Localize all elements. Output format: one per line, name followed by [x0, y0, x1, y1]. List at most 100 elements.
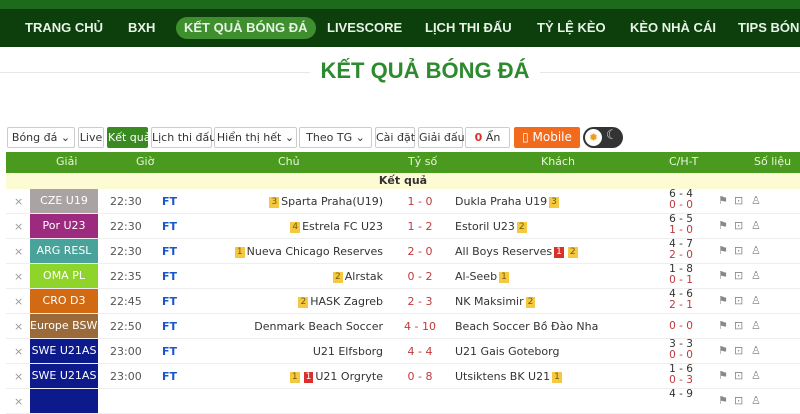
away-team[interactable]: Utsiktens BK U21 1 — [455, 370, 562, 383]
shirt-icon[interactable]: ♙ — [751, 219, 761, 232]
league-filter-button[interactable]: Giải đấu — [418, 127, 465, 148]
chart-icon[interactable]: ⊡ — [734, 244, 744, 257]
chart-icon[interactable]: ⊡ — [734, 194, 744, 207]
close-icon[interactable]: × — [14, 295, 24, 308]
nav-bookmakers[interactable]: KÈO NHÀ CÁI — [630, 20, 716, 35]
nav-schedule[interactable]: LỊCH THI ĐẤU — [425, 20, 512, 35]
table-row[interactable]: × CZE U19 22:30 FT 3 Sparta Praha(U19) 1 … — [6, 189, 800, 214]
chart-icon[interactable]: ⊡ — [734, 294, 744, 307]
flag-icon[interactable]: ⚑ — [718, 269, 728, 282]
chart-icon[interactable]: ⊡ — [734, 369, 744, 382]
score[interactable]: 1 - 0 — [407, 195, 433, 208]
flag-icon[interactable]: ⚑ — [718, 219, 728, 232]
close-icon[interactable]: × — [14, 195, 24, 208]
sort-select[interactable]: Theo TG ⌄ — [299, 127, 372, 148]
nav-tips[interactable]: TIPS BÓNG — [738, 20, 800, 35]
home-team[interactable]: U21 Elfsborg — [312, 345, 383, 358]
table-row[interactable]: × SWE U21AS 23:00 FT U21 Elfsborg 4 - 4 … — [6, 339, 800, 364]
home-team[interactable]: 3 Sparta Praha(U19) — [269, 195, 383, 208]
score[interactable]: 4 - 4 — [407, 345, 433, 358]
shirt-icon[interactable]: ♙ — [751, 244, 761, 257]
home-team[interactable]: 1 1 U21 Orgryte — [289, 370, 383, 383]
home-team[interactable]: 4 Estrela FC U23 — [290, 220, 383, 233]
show-select[interactable]: Hiển thị hết ⌄ — [214, 127, 297, 148]
table-row[interactable]: × 4 - 9 ⚑ ⊡ ♙ — [6, 389, 800, 414]
shirt-icon[interactable]: ♙ — [751, 394, 761, 407]
home-team[interactable]: 1 Nueva Chicago Reserves — [234, 245, 383, 258]
close-icon[interactable]: × — [14, 320, 24, 333]
table-row[interactable]: × CRO D3 22:45 FT 2 HASK Zagreb 2 - 3 NK … — [6, 289, 800, 314]
sport-select[interactable]: Bóng đá ⌄ — [7, 127, 75, 148]
league-badge[interactable]: OMA PL — [30, 264, 98, 288]
nav-home[interactable]: TRANG CHỦ — [25, 20, 103, 35]
flag-icon[interactable]: ⚑ — [718, 244, 728, 257]
shirt-icon[interactable]: ♙ — [751, 344, 761, 357]
shirt-icon[interactable]: ♙ — [751, 319, 761, 332]
away-team[interactable]: Al-Seeb 1 — [455, 270, 509, 283]
table-row[interactable]: × Por U23 22:30 FT 4 Estrela FC U23 1 - 2… — [6, 214, 800, 239]
flag-icon[interactable]: ⚑ — [718, 369, 728, 382]
chart-icon[interactable]: ⊡ — [734, 219, 744, 232]
home-team[interactable]: 2 Alrstak — [333, 270, 383, 283]
shirt-icon[interactable]: ♙ — [751, 269, 761, 282]
close-icon[interactable]: × — [14, 345, 24, 358]
close-icon[interactable]: × — [14, 245, 24, 258]
flag-icon[interactable]: ⚑ — [718, 344, 728, 357]
away-team[interactable]: All Boys Reserves 1 2 — [455, 245, 578, 258]
results-button[interactable]: Kết quả — [107, 127, 151, 148]
league-badge[interactable]: Por U23 — [30, 214, 98, 238]
score[interactable]: 1 - 2 — [407, 220, 433, 233]
hidden-button[interactable]: 0 Ẩn — [465, 127, 510, 148]
shirt-icon[interactable]: ♙ — [751, 369, 761, 382]
chart-icon[interactable]: ⊡ — [734, 319, 744, 332]
home-team[interactable]: 2 HASK Zagreb — [298, 295, 383, 308]
live-button[interactable]: Live — [78, 127, 104, 148]
nav-livescore[interactable]: LIVESCORE — [327, 20, 403, 35]
flag-icon[interactable]: ⚑ — [718, 319, 728, 332]
close-icon[interactable]: × — [14, 370, 24, 383]
league-badge[interactable]: CRO D3 — [30, 289, 98, 313]
score[interactable]: 4 - 10 — [404, 320, 436, 333]
away-team[interactable]: NK Maksimir 2 — [455, 295, 536, 308]
table-row[interactable]: × OMA PL 22:35 FT 2 Alrstak 0 - 2 Al-Seeb… — [6, 264, 800, 289]
away-team[interactable]: U21 Gais Goteborg — [455, 345, 560, 358]
score[interactable]: 0 - 8 — [407, 370, 433, 383]
nav-standings[interactable]: BXH — [128, 20, 156, 35]
settings-button[interactable]: Cài đặt — [375, 127, 415, 148]
table-row[interactable]: × ARG RESL 22:30 FT 1 Nueva Chicago Reser… — [6, 239, 800, 264]
nav-odds[interactable]: TỶ LỆ KÈO — [537, 20, 606, 35]
flag-icon[interactable]: ⚑ — [718, 194, 728, 207]
score[interactable]: 2 - 0 — [407, 245, 433, 258]
yellow-card-badge: 4 — [290, 222, 301, 233]
table-row[interactable]: × Europe BSWCP 22:50 FT Denmark Beach So… — [6, 314, 800, 339]
away-team[interactable]: Beach Soccer Bồ Đào Nha — [455, 320, 599, 333]
table-row[interactable]: × SWE U21AS 23:00 FT 1 1 U21 Orgryte 0 - 8… — [6, 364, 800, 389]
chart-icon[interactable]: ⊡ — [734, 344, 744, 357]
close-icon[interactable]: × — [14, 395, 24, 408]
shirt-icon[interactable]: ♙ — [751, 194, 761, 207]
schedule-button[interactable]: Lịch thi đấu — [151, 127, 216, 148]
match-status: FT — [162, 220, 178, 233]
away-team[interactable]: Dukla Praha U19 3 — [455, 195, 559, 208]
home-team[interactable]: Denmark Beach Soccer — [254, 320, 383, 333]
chart-icon[interactable]: ⊡ — [734, 394, 744, 407]
close-icon[interactable]: × — [14, 270, 24, 283]
score[interactable]: 0 - 2 — [407, 270, 433, 283]
nav-results[interactable]: KẾT QUẢ BÓNG ĐÁ — [176, 17, 316, 39]
league-badge[interactable]: Europe BSWCP — [30, 314, 98, 338]
flag-icon[interactable]: ⚑ — [718, 394, 728, 407]
league-badge[interactable]: CZE U19 — [30, 189, 98, 213]
theme-toggle[interactable]: ✹ ☾ — [583, 127, 623, 148]
league-badge[interactable] — [30, 389, 98, 413]
league-badge[interactable]: SWE U21AS — [30, 364, 98, 388]
halftime-score: 0 - 0 — [669, 199, 693, 211]
away-team[interactable]: Estoril U23 2 — [455, 220, 527, 233]
chart-icon[interactable]: ⊡ — [734, 269, 744, 282]
score[interactable]: 2 - 3 — [407, 295, 433, 308]
league-badge[interactable]: ARG RESL — [30, 239, 98, 263]
league-badge[interactable]: SWE U21AS — [30, 339, 98, 363]
mobile-button[interactable]: ▯ Mobile — [514, 127, 580, 148]
shirt-icon[interactable]: ♙ — [751, 294, 761, 307]
close-icon[interactable]: × — [14, 220, 24, 233]
flag-icon[interactable]: ⚑ — [718, 294, 728, 307]
